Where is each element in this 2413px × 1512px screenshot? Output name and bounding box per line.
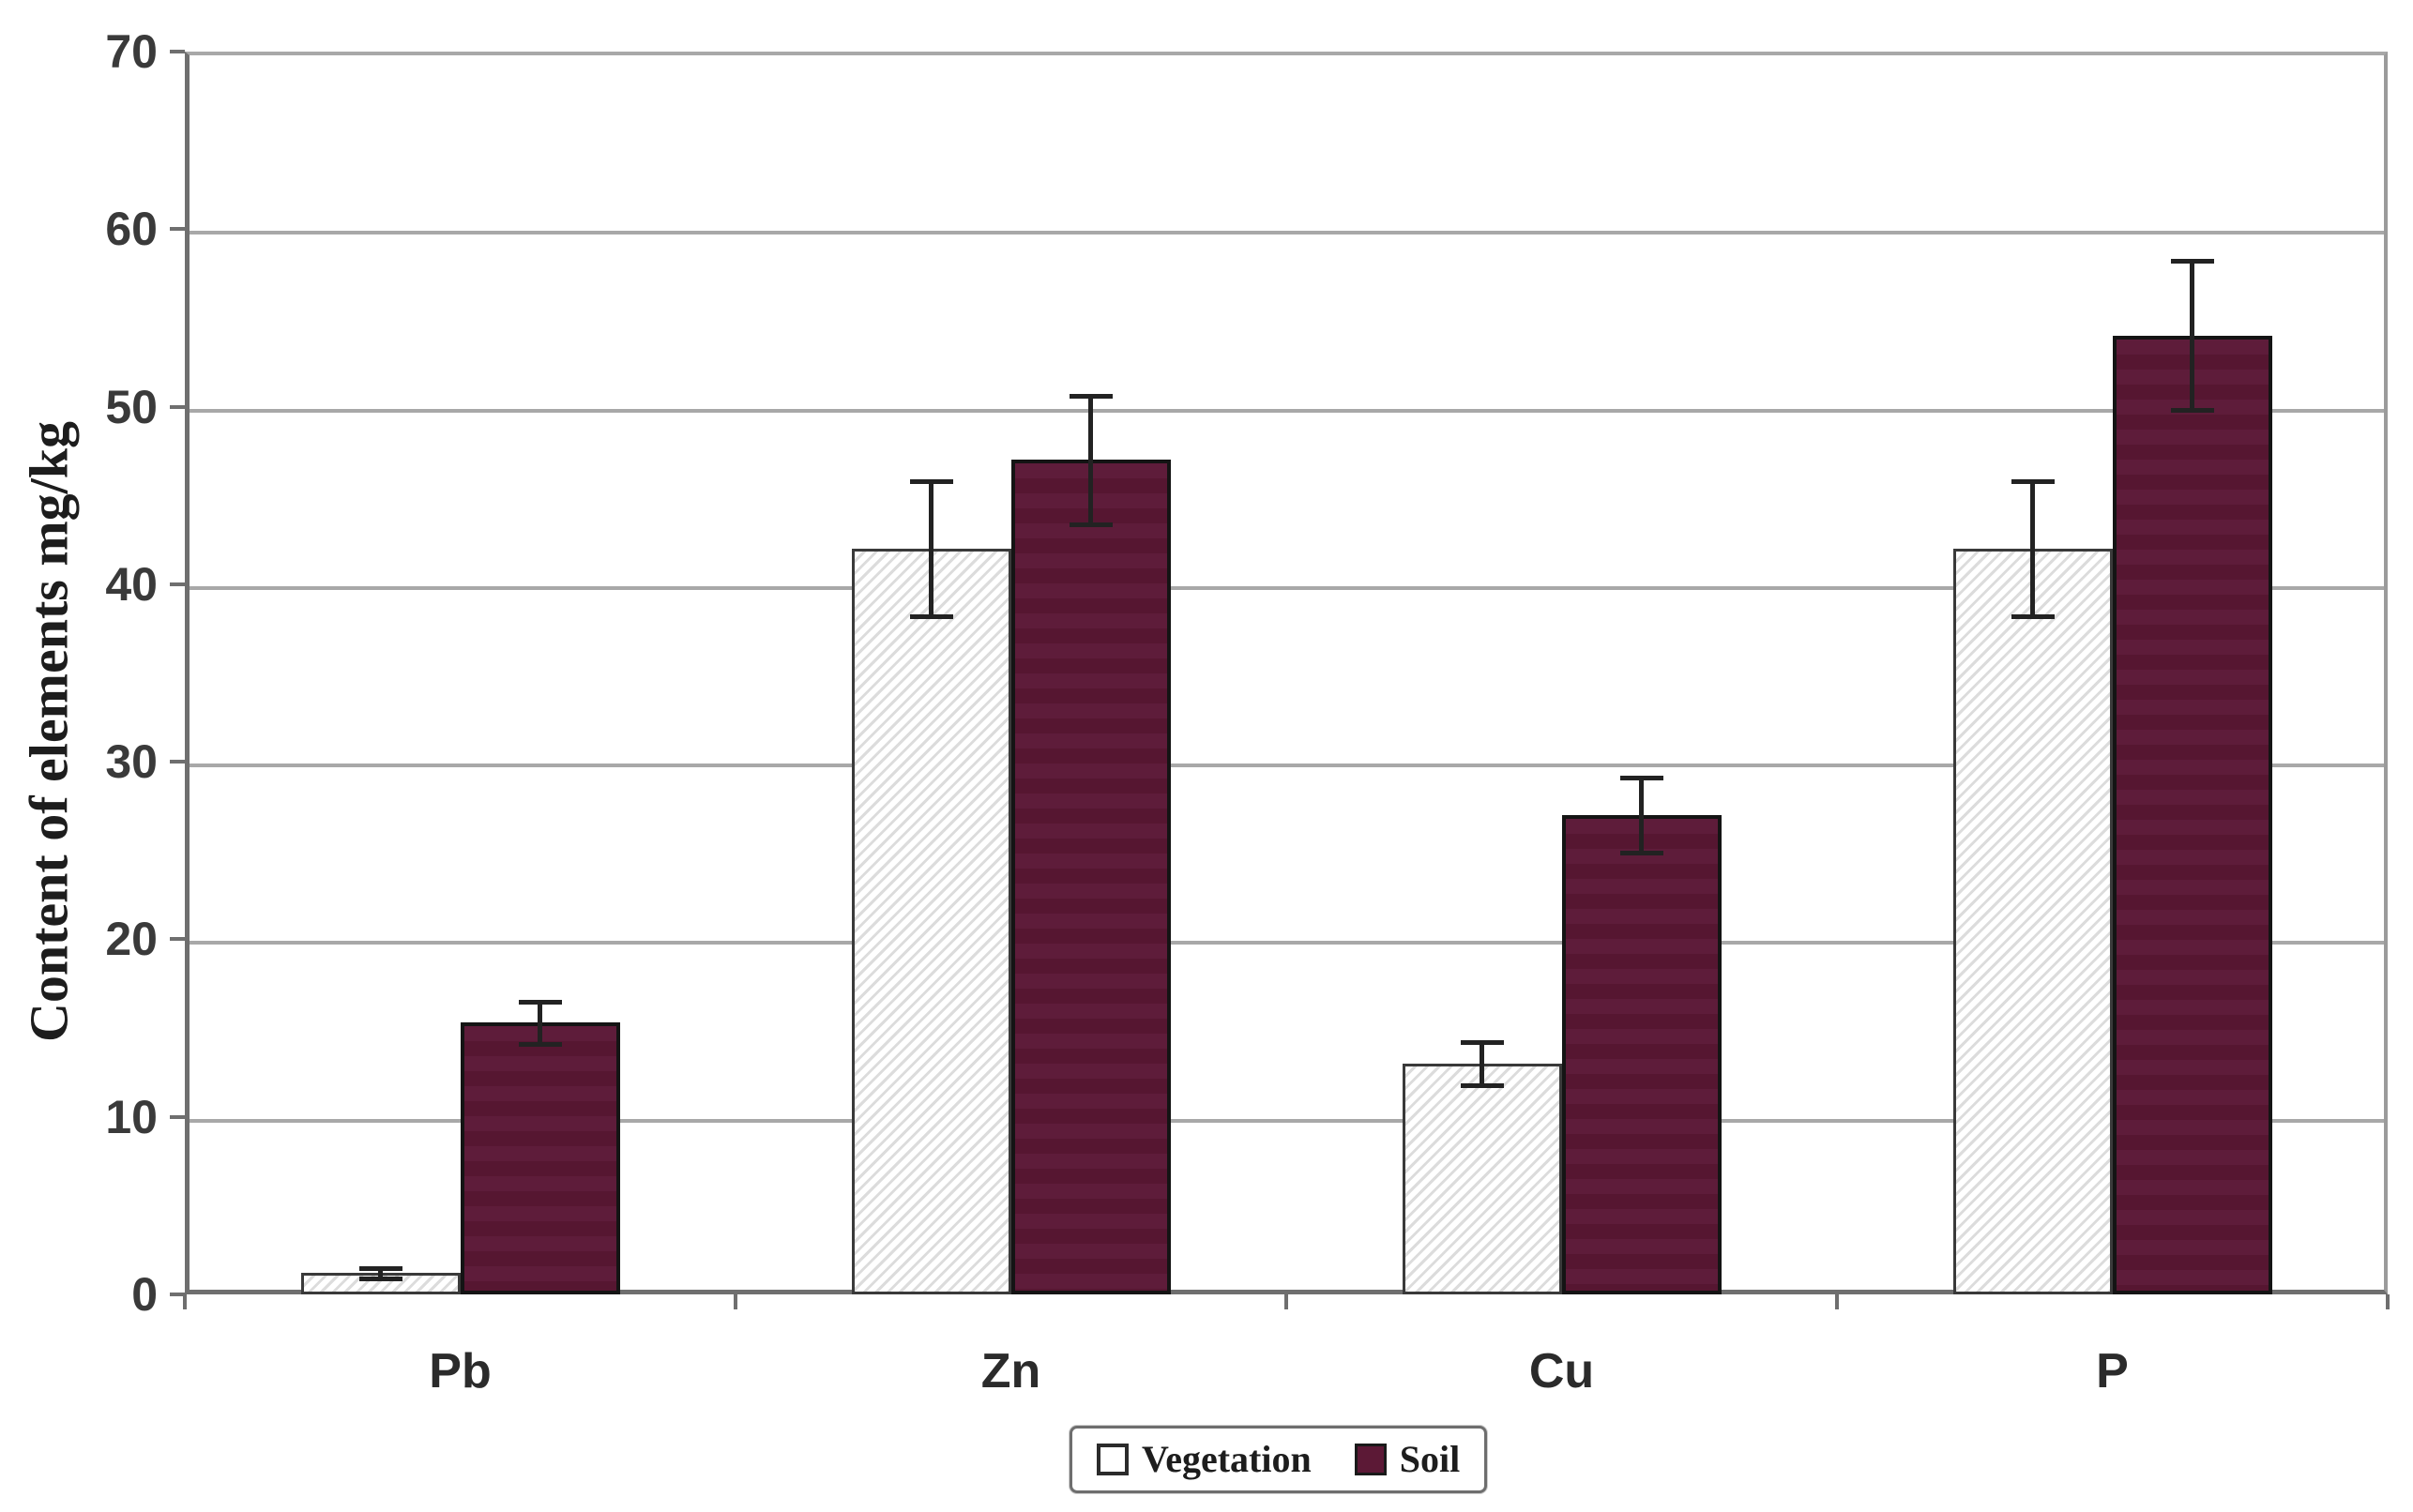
x-category-label-p: P [2096, 1344, 2129, 1399]
bar-soil-p [2112, 335, 2272, 1294]
legend-label-soil: Soil [1399, 1438, 1461, 1480]
gridline-30 [190, 764, 2384, 768]
error-cap-top-soil-cu [1619, 776, 1663, 781]
y-tick-label-60: 60 [105, 203, 158, 256]
x-category-label-zn: Zn [980, 1344, 1041, 1399]
bar-soil-zn [1010, 460, 1171, 1294]
y-tick-label-40: 40 [105, 557, 158, 611]
error-cap-top-soil-zn [1069, 394, 1113, 400]
bar-vegetation-p [1952, 549, 2113, 1294]
error-cap-bottom-vegetation-zn [909, 613, 953, 619]
y-tick-label-10: 10 [105, 1090, 158, 1143]
y-axis-tick-20 [170, 937, 185, 942]
error-cap-top-vegetation-pb [358, 1265, 402, 1271]
gridline-60 [190, 231, 2384, 235]
bar-soil-pb [460, 1022, 620, 1294]
error-cap-bottom-vegetation-cu [1460, 1082, 1504, 1088]
error-bar-soil-cu [1639, 778, 1644, 853]
gridline-20 [190, 941, 2384, 945]
gridline-40 [190, 585, 2384, 590]
y-tick-label-20: 20 [105, 913, 158, 966]
y-axis-tick-60 [170, 227, 185, 232]
error-cap-top-soil-pb [518, 999, 562, 1005]
error-bar-soil-p [2190, 261, 2194, 411]
error-bar-soil-pb [538, 1001, 542, 1045]
error-bar-vegetation-pb [378, 1267, 383, 1278]
x-axis-tick-4 [2386, 1294, 2390, 1309]
y-axis-tick-30 [170, 760, 185, 764]
y-tick-label-70: 70 [105, 25, 158, 78]
error-cap-bottom-soil-cu [1619, 850, 1663, 855]
error-cap-bottom-soil-pb [518, 1042, 562, 1048]
x-category-label-cu: Cu [1528, 1344, 1595, 1399]
x-axis-tick-3 [1835, 1294, 1839, 1309]
y-tick-label-30: 30 [105, 735, 158, 789]
error-bar-vegetation-zn [929, 481, 933, 616]
gridline-50 [190, 408, 2384, 413]
y-axis-tick-0 [170, 1293, 185, 1296]
error-bar-vegetation-p [2030, 481, 2035, 616]
legend-swatch-vegetation [1097, 1444, 1129, 1475]
error-bar-soil-zn [1088, 396, 1093, 524]
error-bar-vegetation-cu [1480, 1042, 1484, 1085]
bar-vegetation-zn [851, 549, 1011, 1294]
error-cap-top-vegetation-p [2011, 479, 2055, 485]
x-category-label-pb: Pb [429, 1344, 492, 1399]
y-tick-label-0: 0 [131, 1268, 158, 1321]
error-cap-top-vegetation-zn [909, 479, 953, 485]
gridline-10 [190, 1118, 2384, 1123]
error-cap-bottom-soil-zn [1069, 522, 1113, 527]
error-cap-bottom-vegetation-pb [358, 1276, 402, 1281]
bar-vegetation-cu [1402, 1063, 1562, 1294]
error-cap-top-soil-p [2170, 259, 2214, 265]
x-axis-tick-2 [1284, 1294, 1288, 1309]
error-cap-bottom-soil-p [2170, 408, 2214, 414]
x-axis-tick-1 [734, 1294, 737, 1309]
y-axis-tick-10 [170, 1114, 185, 1119]
legend-swatch-soil [1354, 1444, 1387, 1475]
bar-soil-cu [1561, 814, 1722, 1294]
x-axis-tick-0 [183, 1294, 187, 1309]
error-cap-top-vegetation-cu [1460, 1040, 1504, 1046]
legend: Vegetation Soil [1070, 1426, 1488, 1493]
y-axis-tick-40 [170, 582, 185, 586]
y-axis-tick-50 [170, 404, 185, 409]
y-axis-tick-70 [170, 50, 185, 53]
y-tick-label-50: 50 [105, 380, 158, 433]
legend-label-vegetation: Vegetation [1142, 1438, 1312, 1480]
error-cap-bottom-vegetation-p [2011, 613, 2055, 619]
